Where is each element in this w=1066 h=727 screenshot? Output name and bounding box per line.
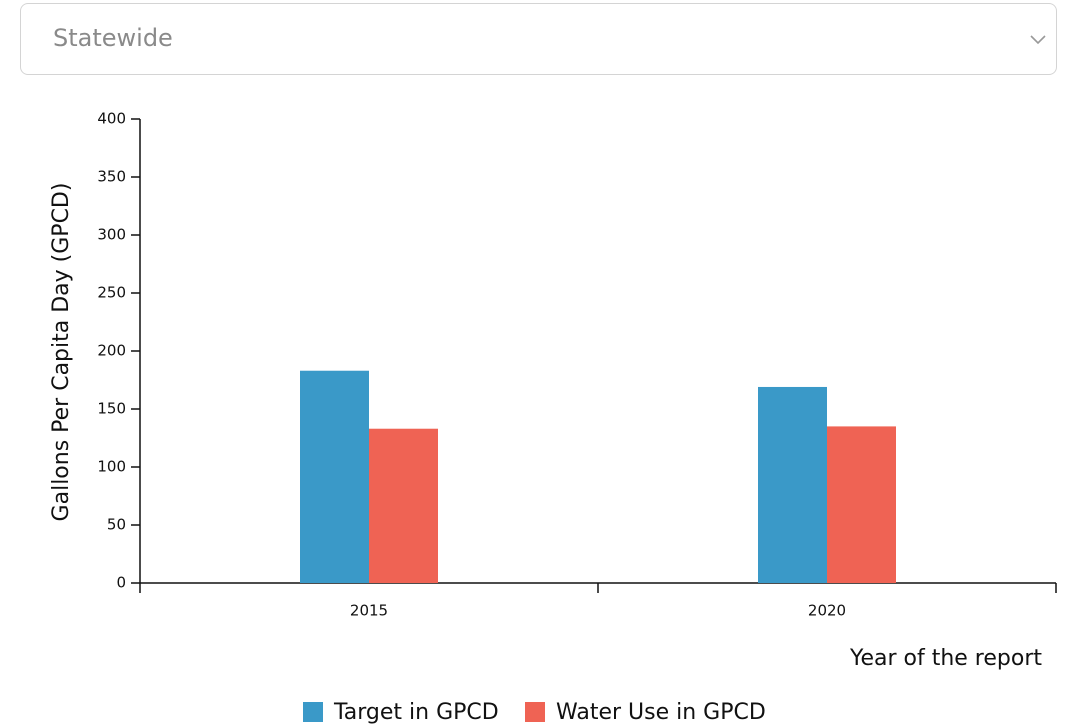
region-dropdown[interactable]: Statewide [20, 3, 1057, 75]
bar [758, 386, 827, 583]
y-tick-label: 250 [97, 284, 126, 302]
y-tick-label: 350 [97, 168, 126, 186]
y-axis-label: Gallons Per Capita Day (GPCD) [49, 183, 74, 522]
y-tick-label: 300 [97, 226, 126, 244]
legend-label: Water Use in GPCD [556, 700, 766, 725]
y-tick-label: 50 [107, 516, 126, 534]
bar [300, 370, 369, 583]
bar [369, 428, 438, 583]
y-tick-label: 100 [97, 458, 126, 476]
dropdown-value: Statewide [53, 24, 173, 52]
legend-swatch [303, 702, 323, 722]
y-tick-label: 150 [97, 400, 126, 418]
legend-swatch [525, 702, 545, 722]
x-tick-label: 2020 [808, 602, 846, 620]
legend-label: Target in GPCD [333, 700, 499, 725]
y-tick-label: 200 [97, 342, 126, 360]
bar [827, 426, 896, 583]
y-tick-label: 400 [97, 110, 126, 128]
x-tick-label: 2015 [350, 602, 388, 620]
x-axis-label: Year of the report [849, 646, 1042, 671]
y-tick-label: 0 [116, 574, 126, 592]
chevron [1030, 35, 1046, 45]
